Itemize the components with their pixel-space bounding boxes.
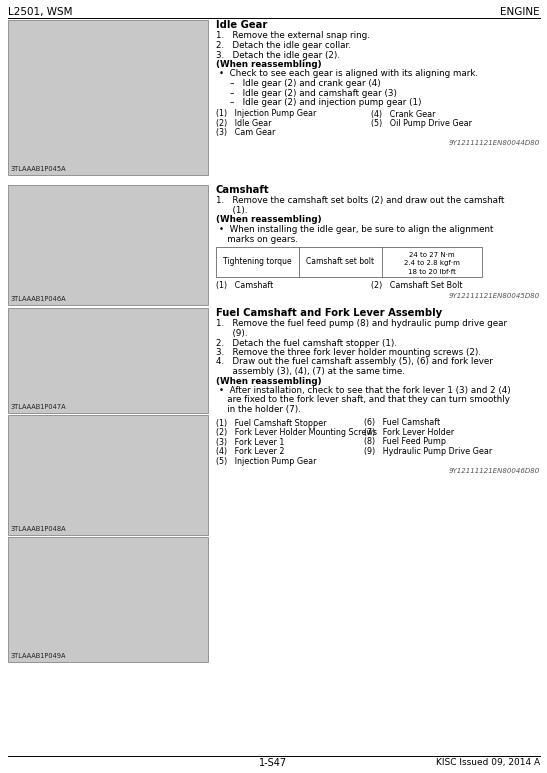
- Text: Camshaft set bolt: Camshaft set bolt: [306, 257, 375, 267]
- Text: •  After installation, check to see that the fork lever 1 (3) and 2 (4): • After installation, check to see that …: [219, 386, 511, 395]
- Text: 24 to 27 N·m: 24 to 27 N·m: [409, 252, 455, 258]
- Text: 9Y12111121EN80044D80: 9Y12111121EN80044D80: [449, 140, 540, 146]
- Text: (7)   Fork Lever Holder: (7) Fork Lever Holder: [364, 428, 454, 437]
- Text: 2.   Detach the idle gear collar.: 2. Detach the idle gear collar.: [216, 41, 351, 50]
- Text: (4)   Crank Gear: (4) Crank Gear: [371, 110, 435, 118]
- Text: (4)   Fork Lever 2: (4) Fork Lever 2: [216, 447, 284, 456]
- Text: marks on gears.: marks on gears.: [219, 234, 298, 243]
- Text: –   Idle gear (2) and camshaft gear (3): – Idle gear (2) and camshaft gear (3): [230, 88, 397, 97]
- Text: (6)   Fuel Camshaft: (6) Fuel Camshaft: [364, 418, 440, 427]
- Text: (1).: (1).: [216, 206, 247, 215]
- Text: (1)   Camshaft: (1) Camshaft: [216, 281, 274, 290]
- Text: 3TLAAAB1P047A: 3TLAAAB1P047A: [11, 404, 67, 410]
- Bar: [8, 20, 208, 175]
- Text: 18 to 20 lbf·ft: 18 to 20 lbf·ft: [408, 269, 456, 275]
- Text: assembly (3), (4), (7) at the same time.: assembly (3), (4), (7) at the same time.: [216, 367, 405, 376]
- Text: 2.4 to 2.8 kgf·m: 2.4 to 2.8 kgf·m: [404, 261, 460, 267]
- Text: 9Y12111121EN80045D80: 9Y12111121EN80045D80: [449, 292, 540, 298]
- Text: 1-S47: 1-S47: [259, 758, 287, 768]
- Bar: [8, 185, 208, 305]
- Bar: [8, 537, 208, 662]
- Text: (When reassembling): (When reassembling): [216, 60, 322, 69]
- Text: (2)   Fork Lever Holder Mounting Screws: (2) Fork Lever Holder Mounting Screws: [216, 428, 377, 437]
- Bar: [8, 308, 208, 413]
- Text: are fixed to the fork lever shaft, and that they can turn smoothly: are fixed to the fork lever shaft, and t…: [219, 396, 510, 404]
- Text: –   Idle gear (2) and crank gear (4): – Idle gear (2) and crank gear (4): [230, 79, 381, 88]
- Text: (9).: (9).: [216, 329, 247, 338]
- Text: (2)   Idle Gear: (2) Idle Gear: [216, 119, 271, 128]
- Text: 3TLAAAB1P045A: 3TLAAAB1P045A: [11, 166, 67, 172]
- Bar: [8, 415, 208, 535]
- Text: 1.   Remove the camshaft set bolts (2) and draw out the camshaft: 1. Remove the camshaft set bolts (2) and…: [216, 196, 504, 206]
- Text: KISC Issued 09, 2014 A: KISC Issued 09, 2014 A: [436, 758, 540, 768]
- Text: ENGINE: ENGINE: [501, 7, 540, 17]
- Text: (When reassembling): (When reassembling): [216, 216, 322, 224]
- Text: L2501, WSM: L2501, WSM: [8, 7, 73, 17]
- Text: 9Y12111121EN80046D80: 9Y12111121EN80046D80: [449, 468, 540, 474]
- Text: •  When installing the idle gear, be sure to align the alignment: • When installing the idle gear, be sure…: [219, 225, 493, 234]
- Text: 3.   Detach the idle gear (2).: 3. Detach the idle gear (2).: [216, 50, 340, 60]
- Text: (3)   Cam Gear: (3) Cam Gear: [216, 128, 275, 138]
- Bar: [216, 247, 482, 277]
- Text: (1)   Fuel Camshaft Stopper: (1) Fuel Camshaft Stopper: [216, 418, 327, 427]
- Text: 2.   Detach the fuel camshaft stopper (1).: 2. Detach the fuel camshaft stopper (1).: [216, 339, 397, 348]
- Text: 3TLAAAB1P046A: 3TLAAAB1P046A: [11, 296, 67, 302]
- Text: (5)   Oil Pump Drive Gear: (5) Oil Pump Drive Gear: [371, 119, 472, 128]
- Text: 3TLAAAB1P049A: 3TLAAAB1P049A: [11, 653, 67, 659]
- Text: Fuel Camshaft and Fork Lever Assembly: Fuel Camshaft and Fork Lever Assembly: [216, 308, 442, 318]
- Text: (3)   Fork Lever 1: (3) Fork Lever 1: [216, 438, 284, 447]
- Text: 3TLAAAB1P048A: 3TLAAAB1P048A: [11, 526, 67, 532]
- Text: in the holder (7).: in the holder (7).: [219, 405, 301, 414]
- Text: (When reassembling): (When reassembling): [216, 376, 322, 386]
- Text: 3.   Remove the three fork lever holder mounting screws (2).: 3. Remove the three fork lever holder mo…: [216, 348, 481, 357]
- Text: 1.   Remove the fuel feed pump (8) and hydraulic pump drive gear: 1. Remove the fuel feed pump (8) and hyd…: [216, 319, 507, 329]
- Text: Idle Gear: Idle Gear: [216, 20, 267, 30]
- Text: •  Check to see each gear is aligned with its aligning mark.: • Check to see each gear is aligned with…: [219, 70, 478, 79]
- Text: –   Idle gear (2) and injection pump gear (1): – Idle gear (2) and injection pump gear …: [230, 98, 422, 107]
- Text: 4.   Draw out the fuel camshaft assembly (5), (6) and fork lever: 4. Draw out the fuel camshaft assembly (…: [216, 357, 493, 366]
- Text: (5)   Injection Pump Gear: (5) Injection Pump Gear: [216, 457, 317, 465]
- Text: (1)   Injection Pump Gear: (1) Injection Pump Gear: [216, 110, 316, 118]
- Text: (8)   Fuel Feed Pump: (8) Fuel Feed Pump: [364, 438, 446, 447]
- Text: Camshaft: Camshaft: [216, 185, 270, 195]
- Text: 1.   Remove the external snap ring.: 1. Remove the external snap ring.: [216, 32, 370, 40]
- Text: (9)   Hydraulic Pump Drive Gear: (9) Hydraulic Pump Drive Gear: [364, 447, 492, 456]
- Text: Tightening torque: Tightening torque: [223, 257, 292, 267]
- Text: (2)   Camshaft Set Bolt: (2) Camshaft Set Bolt: [371, 281, 463, 290]
